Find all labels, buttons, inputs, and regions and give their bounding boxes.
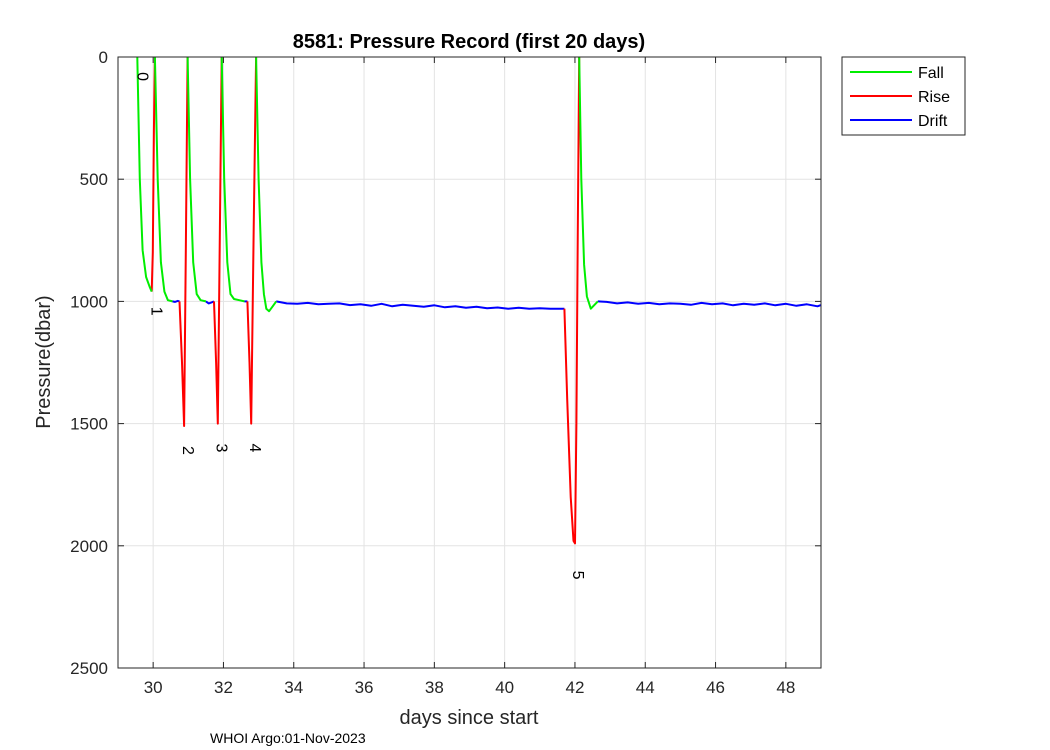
cycle-label: 1 (147, 307, 164, 316)
cycle-labels: 0 1 2 3 4 5 (133, 72, 586, 579)
cycle-label: 4 (246, 444, 263, 453)
x-tick-label: 42 (565, 678, 584, 697)
legend: Fall Rise Drift (841, 56, 966, 136)
series-fall-line (186, 56, 207, 303)
y-tick-label: 1500 (70, 415, 108, 434)
series-drift-line (172, 299, 180, 303)
series-rise-line (563, 56, 581, 545)
x-tick-label: 34 (284, 678, 303, 697)
y-axis-label: Pressure(dbar) (33, 295, 55, 428)
y-tick-label: 0 (99, 48, 108, 67)
x-axis-ticks: 30 32 34 36 38 40 42 44 46 48 (144, 57, 795, 697)
series-fall-line (136, 56, 153, 292)
cycle-label: 5 (569, 571, 586, 580)
series-rise-line (150, 56, 156, 292)
series-rise-line (246, 56, 258, 425)
x-tick-label: 32 (214, 678, 233, 697)
footer-note: WHOI Argo:01-Nov-2023 (210, 730, 366, 746)
legend-label-rise: Rise (918, 89, 950, 106)
x-axis-label: days since start (400, 707, 539, 729)
x-tick-label: 36 (355, 678, 374, 697)
series-fall-line (578, 56, 599, 310)
cycle-label: 3 (212, 444, 229, 453)
series-drift-line (205, 300, 215, 305)
series-rise-line (178, 56, 189, 427)
series-drift-line (597, 300, 822, 308)
y-tick-label: 500 (80, 170, 108, 189)
y-tick-label: 2500 (70, 659, 108, 678)
series-fall-line (220, 56, 245, 303)
series-rise-line (213, 56, 223, 425)
x-tick-label: 46 (706, 678, 725, 697)
x-tick-label: 48 (776, 678, 795, 697)
series-drift-line (276, 300, 565, 310)
cycle-label: 0 (133, 72, 150, 81)
x-tick-label: 30 (144, 678, 163, 697)
x-tick-label: 40 (495, 678, 514, 697)
x-tick-label: 38 (425, 678, 444, 697)
plot-frame (117, 56, 822, 669)
cycle-label: 2 (179, 446, 196, 455)
chart-title: 8581: Pressure Record (first 20 days) (293, 31, 645, 53)
x-tick-label: 44 (636, 678, 655, 697)
y-tick-label: 1000 (70, 292, 108, 311)
legend-label-fall: Fall (918, 65, 944, 82)
legend-label-drift: Drift (918, 113, 948, 130)
series-layer (136, 56, 822, 545)
plot-background (118, 57, 821, 668)
y-tick-label: 2000 (70, 537, 108, 556)
series-fall-line (153, 56, 173, 303)
y-axis-ticks: 0 500 1000 1500 2000 2500 (70, 48, 821, 678)
series-fall-line (255, 56, 278, 313)
